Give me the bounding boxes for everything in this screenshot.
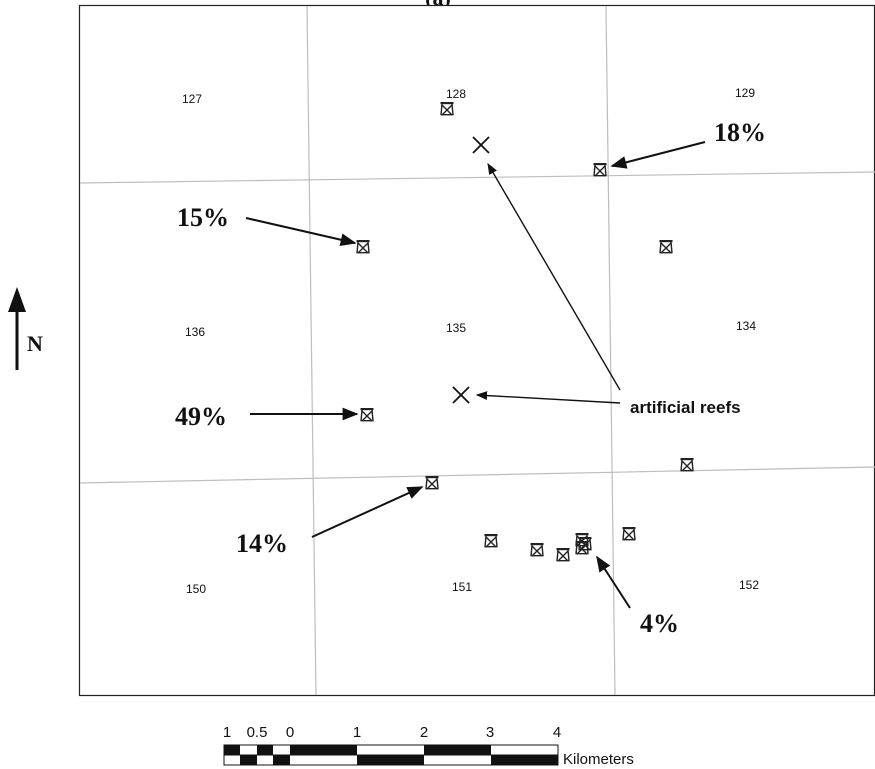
scale-unit-label: Kilometers bbox=[563, 751, 634, 768]
north-arrow: N bbox=[8, 287, 43, 370]
grid-line-vertical-east bbox=[605, 5, 616, 696]
reef-x-icon bbox=[452, 386, 470, 404]
scale-tick-label: 0.5 bbox=[247, 724, 268, 741]
block-label-150: 150 bbox=[186, 582, 206, 596]
map-frame bbox=[78, 4, 875, 697]
grid-line-vertical-west bbox=[306, 5, 317, 696]
block-label-135: 135 bbox=[446, 321, 466, 335]
block-label-127: 127 bbox=[182, 92, 202, 106]
arrow-18 bbox=[610, 141, 706, 169]
label-4-percent: 4% bbox=[640, 609, 679, 638]
block-label-129: 129 bbox=[735, 86, 755, 100]
block-labels: 127 128 129 136 135 134 150 151 152 bbox=[182, 86, 759, 596]
reef-x-icon bbox=[472, 136, 490, 154]
scale-bar: 1 0.5 0 1 2 3 4 Kilometers bbox=[223, 724, 634, 768]
scale-tick-label: 4 bbox=[553, 724, 561, 741]
block-label-136: 136 bbox=[185, 325, 205, 339]
label-15-percent: 15% bbox=[177, 203, 229, 232]
annotation-arrows bbox=[245, 141, 706, 609]
label-14-percent: 14% bbox=[236, 529, 288, 558]
arrow-14 bbox=[311, 486, 424, 538]
scale-tick-label: 2 bbox=[420, 724, 428, 741]
north-arrow-icon bbox=[8, 287, 26, 312]
block-label-152: 152 bbox=[739, 578, 759, 592]
percentage-labels: 18% 15% 49% 14% 4% artificial reefs bbox=[175, 118, 766, 638]
block-label-134: 134 bbox=[736, 319, 756, 333]
grid-line-horizontal-south bbox=[79, 466, 875, 484]
scale-tick-label: 1 bbox=[223, 724, 231, 741]
arrow-reef-south bbox=[475, 391, 621, 404]
label-49-percent: 49% bbox=[175, 402, 227, 431]
label-18-percent: 18% bbox=[714, 118, 766, 147]
artificial-reefs bbox=[452, 136, 490, 404]
arrow-4 bbox=[596, 555, 631, 609]
block-label-128: 128 bbox=[446, 87, 466, 101]
block-grid bbox=[79, 5, 875, 696]
scale-tick-label: 0 bbox=[286, 724, 294, 741]
grid-line-horizontal-north bbox=[79, 171, 875, 184]
artificial-reefs-label: artificial reefs bbox=[630, 398, 741, 417]
arrow-15 bbox=[245, 217, 357, 247]
north-label: N bbox=[27, 331, 43, 356]
arrow-reef-north bbox=[487, 163, 621, 391]
scale-tick-label: 1 bbox=[353, 724, 361, 741]
scale-tick-label: 3 bbox=[486, 724, 494, 741]
block-label-151: 151 bbox=[452, 580, 472, 594]
